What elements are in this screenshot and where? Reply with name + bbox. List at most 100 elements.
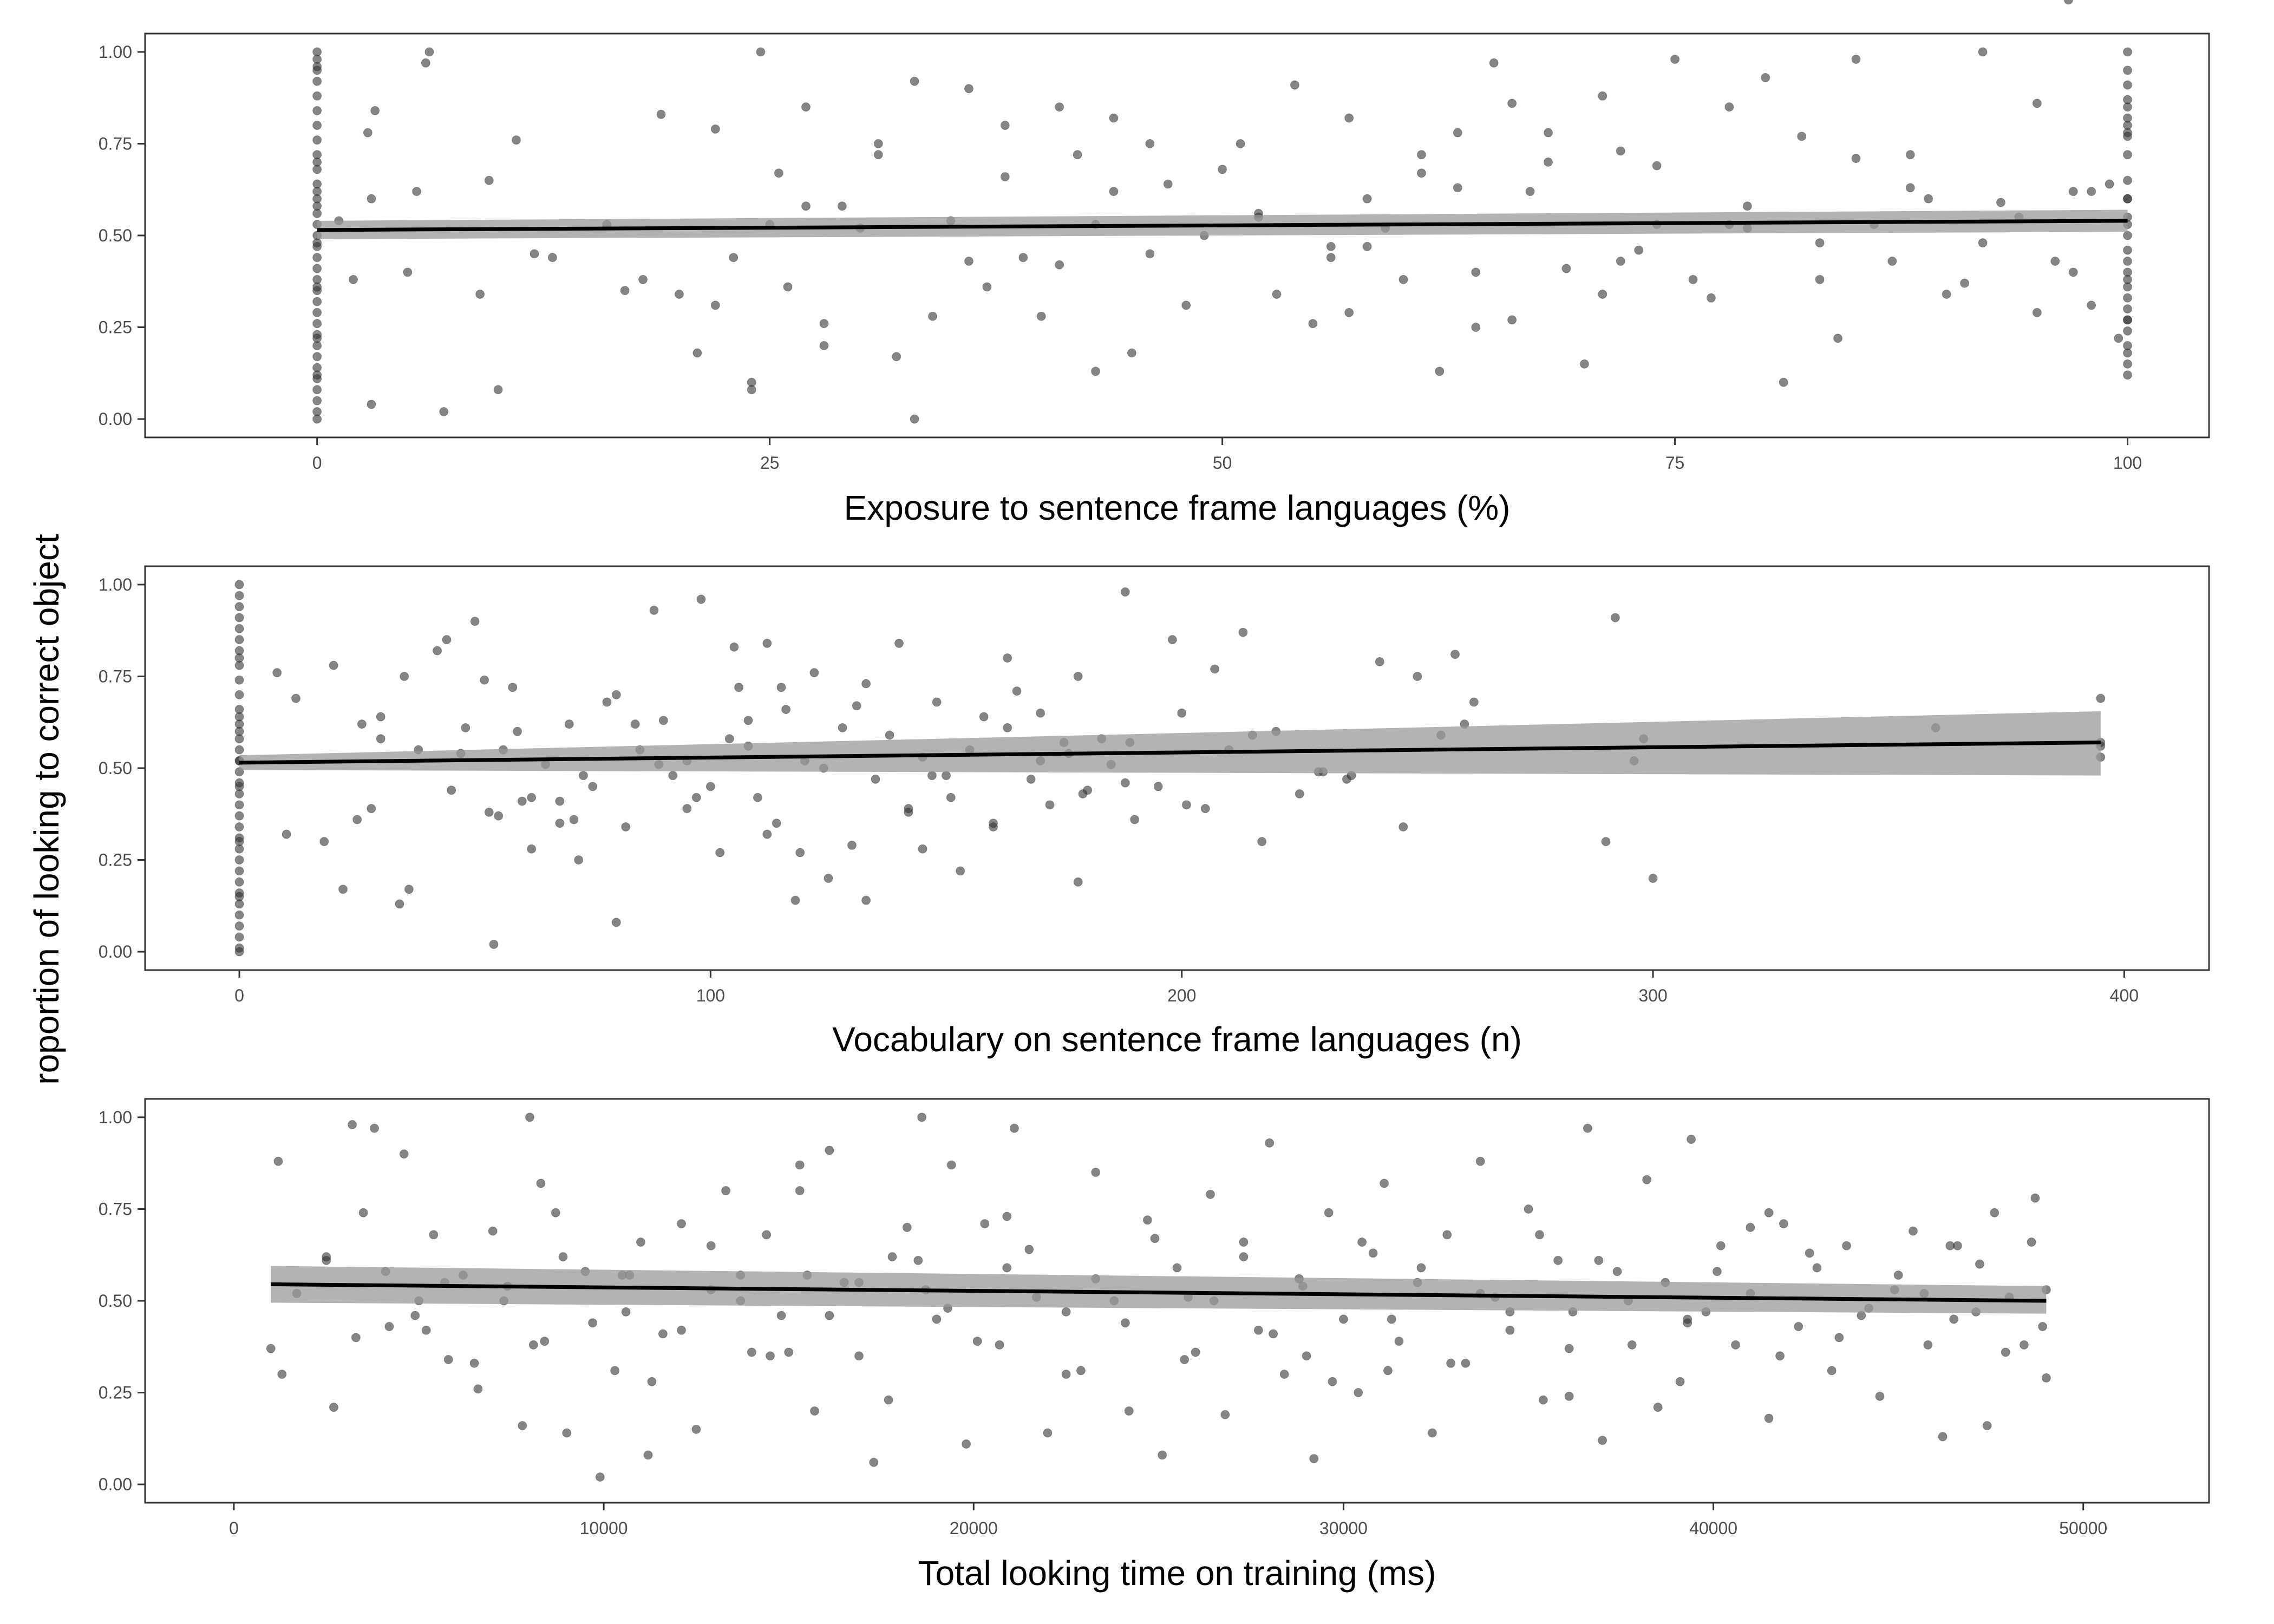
data-point bbox=[234, 653, 244, 663]
data-point bbox=[312, 319, 322, 329]
data-point bbox=[312, 297, 322, 306]
data-point bbox=[885, 730, 894, 740]
data-point bbox=[1598, 290, 1608, 299]
data-point bbox=[442, 635, 452, 645]
data-point bbox=[747, 385, 756, 395]
y-tick-label: 1.00 bbox=[99, 575, 132, 594]
data-point bbox=[384, 1321, 394, 1331]
x-tick-label: 20000 bbox=[950, 1518, 998, 1538]
data-point bbox=[277, 1370, 287, 1379]
data-point bbox=[1269, 1329, 1278, 1339]
data-point bbox=[946, 793, 956, 802]
data-point bbox=[819, 340, 829, 350]
data-point bbox=[838, 723, 847, 732]
data-point bbox=[1842, 1241, 1852, 1250]
data-point bbox=[1326, 241, 1336, 251]
data-point bbox=[312, 414, 322, 424]
data-point bbox=[2123, 359, 2133, 369]
data-point bbox=[1610, 613, 1620, 623]
data-point bbox=[766, 1351, 775, 1361]
data-point bbox=[234, 947, 244, 957]
data-point bbox=[508, 683, 518, 692]
data-point bbox=[1561, 264, 1571, 273]
regression-line bbox=[271, 1282, 2047, 1303]
data-point bbox=[2001, 1347, 2010, 1357]
data-point bbox=[2105, 179, 2114, 189]
data-point bbox=[367, 194, 376, 204]
y-tick-label: 0.75 bbox=[99, 1199, 132, 1219]
data-point bbox=[348, 1119, 357, 1129]
data-point bbox=[1120, 778, 1130, 788]
data-point bbox=[376, 734, 385, 744]
data-point bbox=[1761, 73, 1770, 82]
data-point bbox=[2032, 99, 2042, 108]
data-point bbox=[1163, 179, 1173, 189]
data-point bbox=[1534, 1230, 1544, 1240]
data-point bbox=[489, 940, 499, 949]
data-point bbox=[2030, 1193, 2040, 1203]
x-tick-label: 0 bbox=[229, 1518, 239, 1538]
data-point bbox=[2123, 47, 2133, 57]
data-point bbox=[801, 201, 811, 211]
data-point bbox=[1805, 1248, 1814, 1258]
data-point bbox=[884, 1395, 893, 1405]
data-point bbox=[1308, 319, 1318, 329]
data-point bbox=[351, 1333, 361, 1343]
data-point bbox=[1394, 1337, 1404, 1346]
data-point bbox=[1181, 300, 1191, 310]
data-point bbox=[1236, 139, 1245, 148]
data-point bbox=[2027, 1237, 2036, 1247]
data-point bbox=[894, 638, 904, 648]
data-point bbox=[234, 602, 244, 612]
data-point bbox=[2123, 231, 2133, 240]
data-point bbox=[2050, 256, 2060, 266]
data-point bbox=[1239, 1252, 1249, 1262]
data-point bbox=[1018, 253, 1028, 263]
data-point bbox=[1435, 366, 1445, 376]
data-point bbox=[312, 370, 322, 380]
y-tick-label: 0.50 bbox=[99, 1291, 132, 1311]
data-point bbox=[706, 1241, 716, 1250]
data-point bbox=[1893, 1271, 1903, 1280]
data-point bbox=[636, 1237, 645, 1247]
data-point bbox=[1150, 1234, 1160, 1243]
panel-1: 0.00 0.25 0.50 0.75 1.00 0 25 50 75 100 Exposure t… bbox=[99, 32, 2210, 527]
y-tick-label: 0.25 bbox=[99, 1383, 132, 1403]
data-point bbox=[1538, 1395, 1548, 1405]
data-point bbox=[547, 253, 557, 263]
data-point bbox=[527, 793, 537, 802]
data-point bbox=[2123, 256, 2133, 266]
data-point bbox=[562, 1428, 572, 1438]
data-point bbox=[551, 1208, 560, 1217]
data-point bbox=[234, 822, 244, 832]
data-point bbox=[1924, 194, 1933, 204]
x-axis-label: Total looking time on training (ms) bbox=[918, 1554, 1436, 1593]
data-point bbox=[1120, 1318, 1130, 1328]
data-point bbox=[312, 396, 322, 405]
data-point bbox=[1489, 58, 1499, 68]
data-point bbox=[677, 1325, 687, 1335]
data-point bbox=[756, 47, 766, 57]
data-point bbox=[234, 726, 244, 736]
data-point bbox=[2041, 1373, 2051, 1383]
data-point bbox=[536, 1178, 546, 1188]
data-point bbox=[234, 932, 244, 942]
data-point bbox=[1055, 102, 1064, 112]
data-point bbox=[1309, 1454, 1319, 1464]
x-axis-label: Exposure to sentence frame languages (%) bbox=[844, 488, 1511, 527]
data-point bbox=[861, 895, 871, 905]
data-point bbox=[753, 793, 762, 802]
data-point bbox=[1764, 1208, 1774, 1217]
data-point bbox=[1525, 187, 1535, 197]
x-tick-label: 300 bbox=[1638, 986, 1667, 1005]
data-point bbox=[1642, 1175, 1652, 1184]
data-point bbox=[1145, 139, 1155, 148]
data-point bbox=[1399, 274, 1408, 284]
data-point bbox=[433, 646, 442, 656]
x-tick-label: 100 bbox=[696, 986, 725, 1005]
data-point bbox=[574, 855, 584, 865]
data-point bbox=[370, 1123, 380, 1133]
data-point bbox=[1172, 1263, 1182, 1273]
data-point bbox=[674, 290, 684, 299]
data-point bbox=[1073, 150, 1082, 160]
